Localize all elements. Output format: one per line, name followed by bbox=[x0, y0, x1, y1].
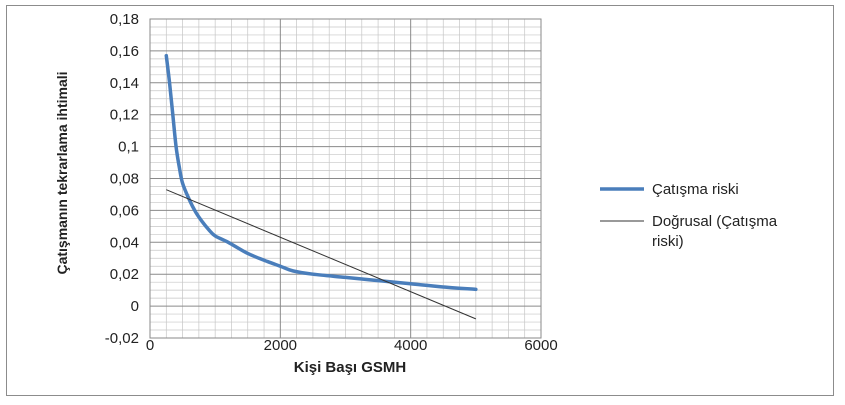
x-tick-label: 4000 bbox=[394, 337, 427, 354]
y-tick-label: 0,12 bbox=[110, 107, 139, 124]
legend-label-catisma-riski: Çatışma riski bbox=[652, 181, 739, 198]
legend-label-dogrusal: Doğrusal (Çatışma bbox=[652, 213, 778, 230]
y-tick-label: 0,02 bbox=[110, 266, 139, 283]
plot-area-border bbox=[149, 18, 542, 339]
y-tick-label: 0,14 bbox=[110, 75, 139, 92]
axes: -0,02 0 0,02 0,04 0,06 0,08 0,1 0,12 0,14 0,16 0,1… bbox=[105, 11, 558, 354]
y-tick-label: 0,08 bbox=[110, 171, 139, 188]
series-line-dogrusal-trend bbox=[166, 189, 477, 320]
x-tick-label: 6000 bbox=[524, 337, 557, 354]
y-tick-label: 0 bbox=[131, 298, 139, 315]
y-tick-label: 0,16 bbox=[110, 43, 139, 60]
grid bbox=[149, 18, 542, 339]
series-line-catisma-riski bbox=[164, 53, 478, 292]
x-tick-label: 2000 bbox=[264, 337, 297, 354]
legend: Çatışma riski Doğrusal (Çatışma riski) bbox=[600, 181, 778, 250]
y-tick-label: 0,18 bbox=[110, 11, 139, 28]
legend-label-dogrusal: riski) bbox=[652, 233, 684, 250]
y-tick-label: 0,06 bbox=[110, 202, 139, 219]
y-axis-title: Çatışmanın tekrarlama ihtimali bbox=[54, 71, 70, 274]
x-axis-title: Kişi Başı GSMH bbox=[294, 359, 407, 376]
x-tick-label: 0 bbox=[146, 337, 154, 354]
y-tick-label: 0,1 bbox=[118, 139, 139, 156]
y-tick-label: 0,04 bbox=[110, 234, 139, 251]
y-tick-label: -0,02 bbox=[105, 330, 139, 347]
chart-frame bbox=[6, 5, 834, 396]
series-layer bbox=[164, 53, 478, 320]
